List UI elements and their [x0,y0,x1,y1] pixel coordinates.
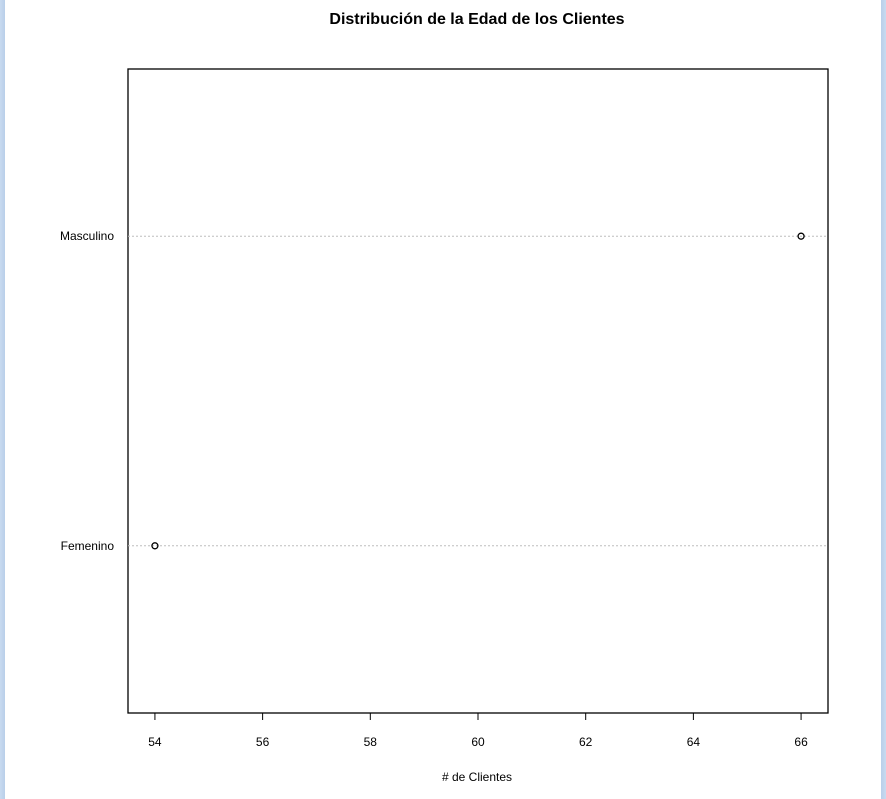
x-tick-label-60: 60 [471,735,485,749]
x-axis-label: # de Clientes [442,770,512,784]
plot-frame [127,68,829,714]
x-axis: 54 56 58 60 62 64 66 [148,712,808,749]
x-tick-label-56: 56 [256,735,270,749]
window-right-border [881,0,886,799]
point-femenino [151,542,159,550]
point-masculino [797,232,805,240]
x-tick-label-66: 66 [794,735,808,749]
category-label-masculino: Masculino [60,229,114,243]
x-tick-label-54: 54 [148,735,162,749]
x-tick-label-58: 58 [364,735,378,749]
guide-lines [128,235,828,547]
category-label-femenino: Femenino [61,539,115,553]
window-left-border [0,0,5,799]
chart-title: Distribución de la Edad de los Clientes [329,11,624,28]
category-labels: Femenino Masculino [60,229,114,553]
x-tick-label-62: 62 [579,735,593,749]
x-tick-label-64: 64 [687,735,701,749]
data-points [151,232,805,550]
